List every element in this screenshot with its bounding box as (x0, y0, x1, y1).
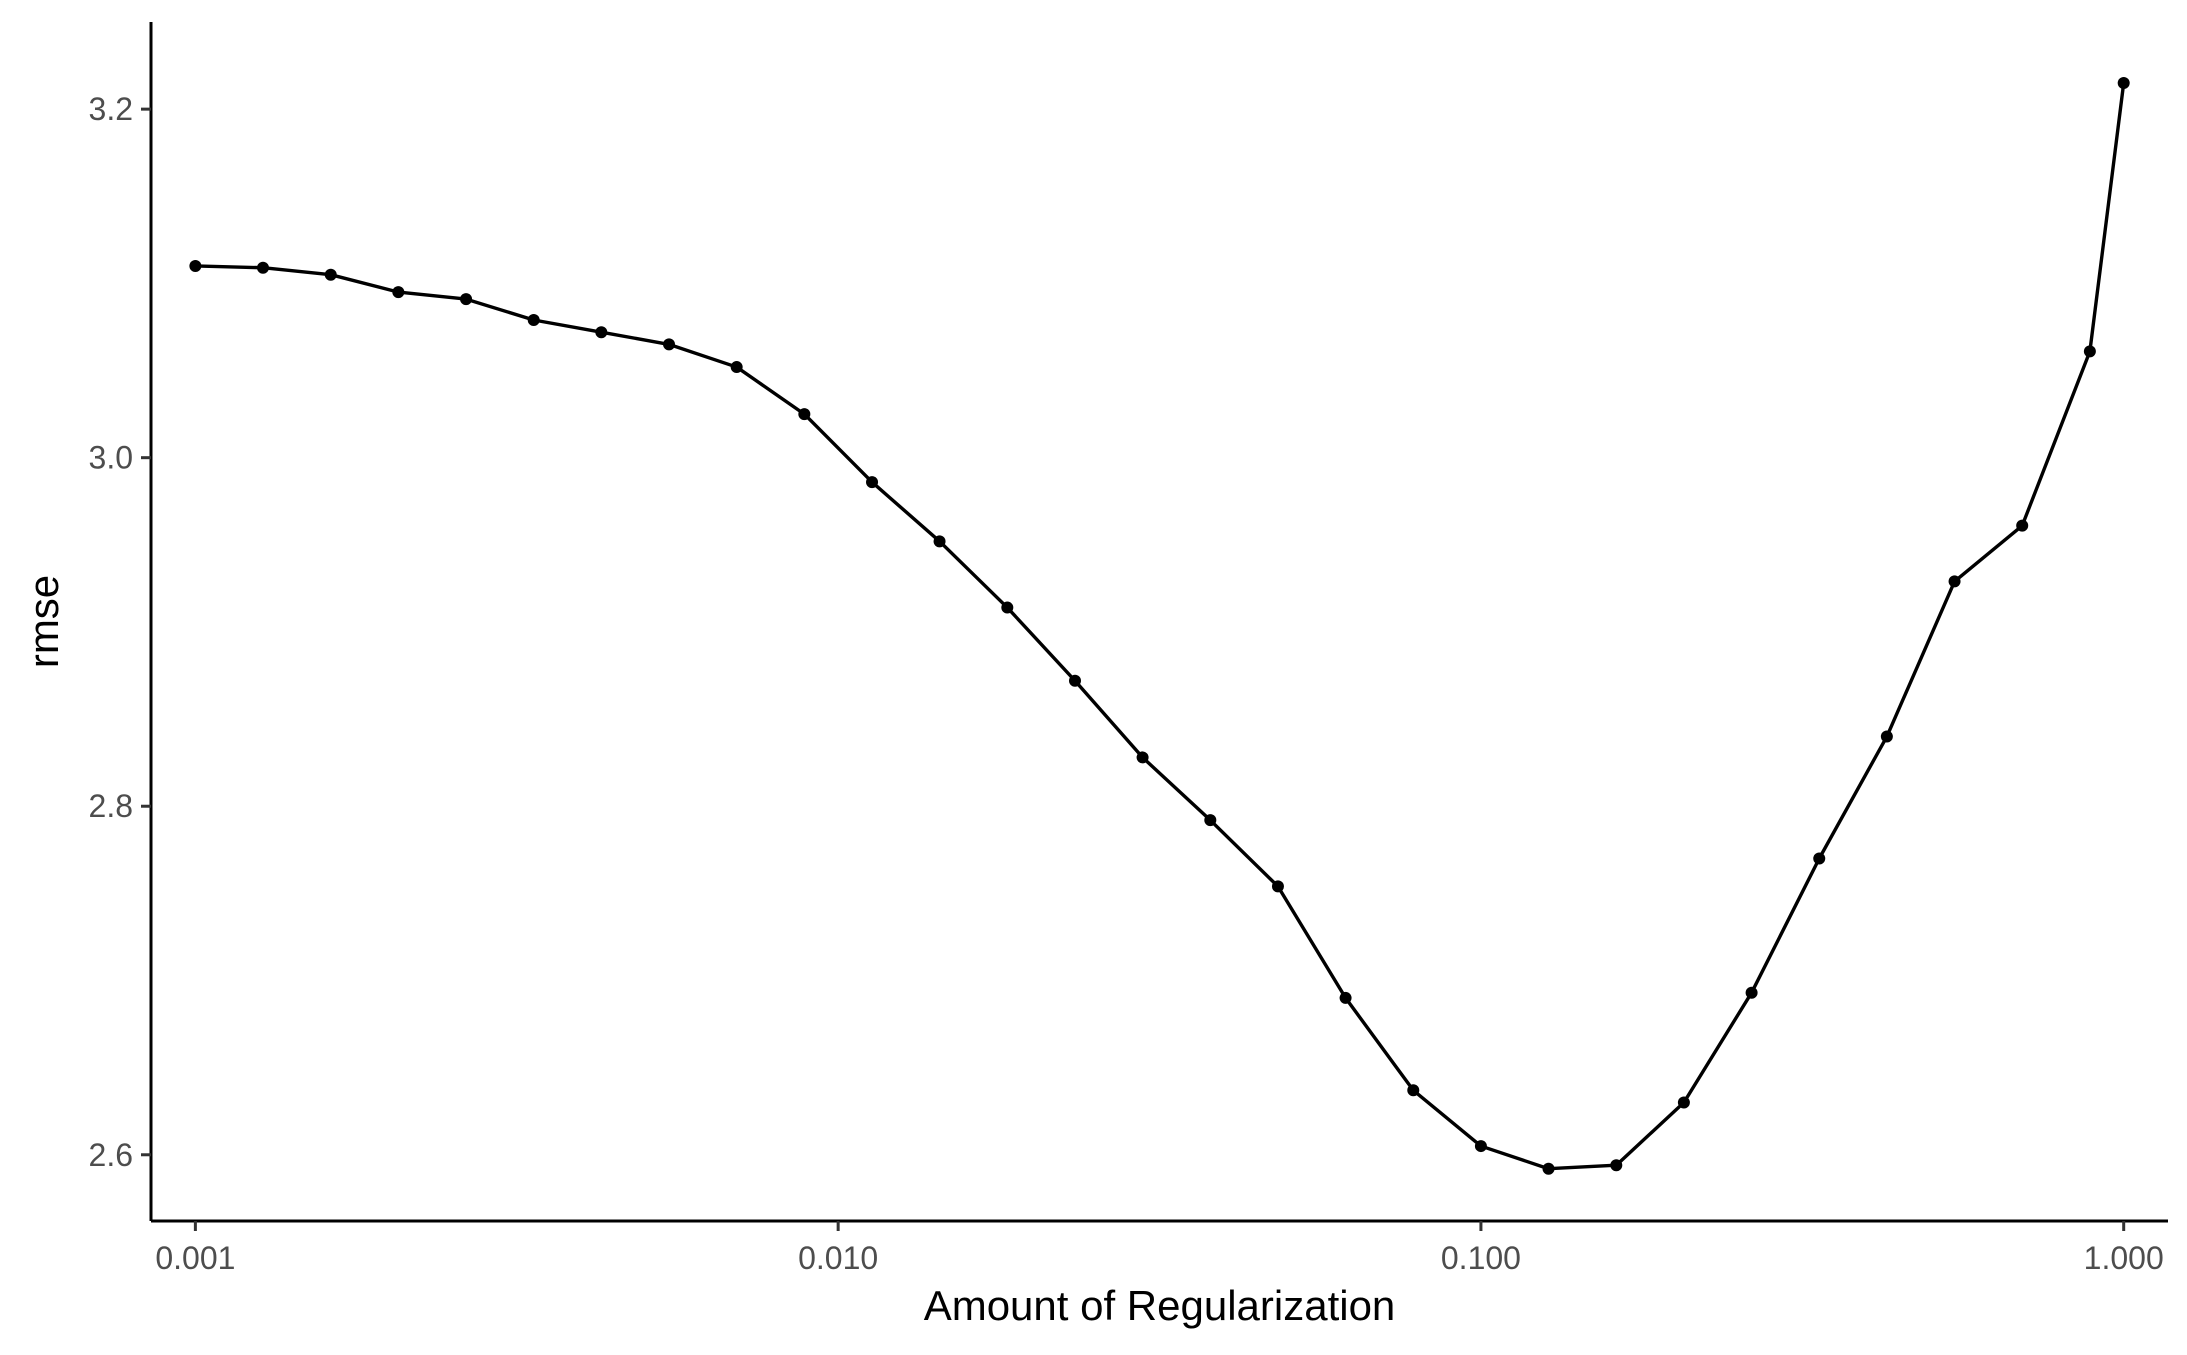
y-axis-title: rmse (20, 575, 67, 668)
data-point (663, 338, 676, 351)
y-tick-label: 3.0 (89, 440, 133, 476)
x-tick-label: 1.000 (2084, 1240, 2164, 1276)
data-point (1745, 986, 1758, 999)
data-point (1542, 1162, 1555, 1175)
data-point (730, 361, 743, 374)
x-tick-label: 0.010 (798, 1240, 878, 1276)
data-point (1948, 575, 1961, 588)
data-point (1136, 751, 1149, 764)
data-point (1204, 814, 1217, 827)
series-line (195, 82, 2126, 1171)
data-point (2016, 519, 2029, 532)
data-point (1677, 1096, 1690, 1109)
data-point (866, 476, 879, 489)
data-point (324, 268, 337, 281)
data-point (1610, 1159, 1623, 1172)
data-point (2083, 345, 2096, 358)
data-point (189, 259, 202, 272)
x-tick-label: 0.001 (155, 1240, 235, 1276)
data-point (1880, 730, 1893, 743)
data-point (256, 261, 269, 274)
data-point (1813, 852, 1826, 865)
data-point (798, 408, 811, 421)
series (189, 76, 2130, 1175)
data-point (1001, 601, 1014, 614)
x-axis-title: Amount of Regularization (924, 1282, 1396, 1329)
data-point (392, 286, 405, 299)
data-point (1339, 991, 1352, 1004)
data-point (1474, 1140, 1487, 1153)
data-point (595, 326, 608, 339)
y-tick-label: 2.8 (89, 788, 133, 824)
data-point (1068, 674, 1081, 687)
data-point (1407, 1084, 1420, 1097)
data-point (1271, 880, 1284, 893)
data-point (2117, 76, 2130, 89)
data-point (527, 314, 540, 327)
y-tick-label: 2.6 (89, 1137, 133, 1173)
x-tick-label: 0.100 (1441, 1240, 1521, 1276)
data-point (460, 293, 473, 306)
axes (149, 22, 2168, 1223)
data-point (933, 535, 946, 548)
ticks: 0.001 0.010 0.100 1.000 2.6 2.8 3.0 3.2 (89, 91, 2164, 1276)
y-tick-label: 3.2 (89, 91, 133, 127)
